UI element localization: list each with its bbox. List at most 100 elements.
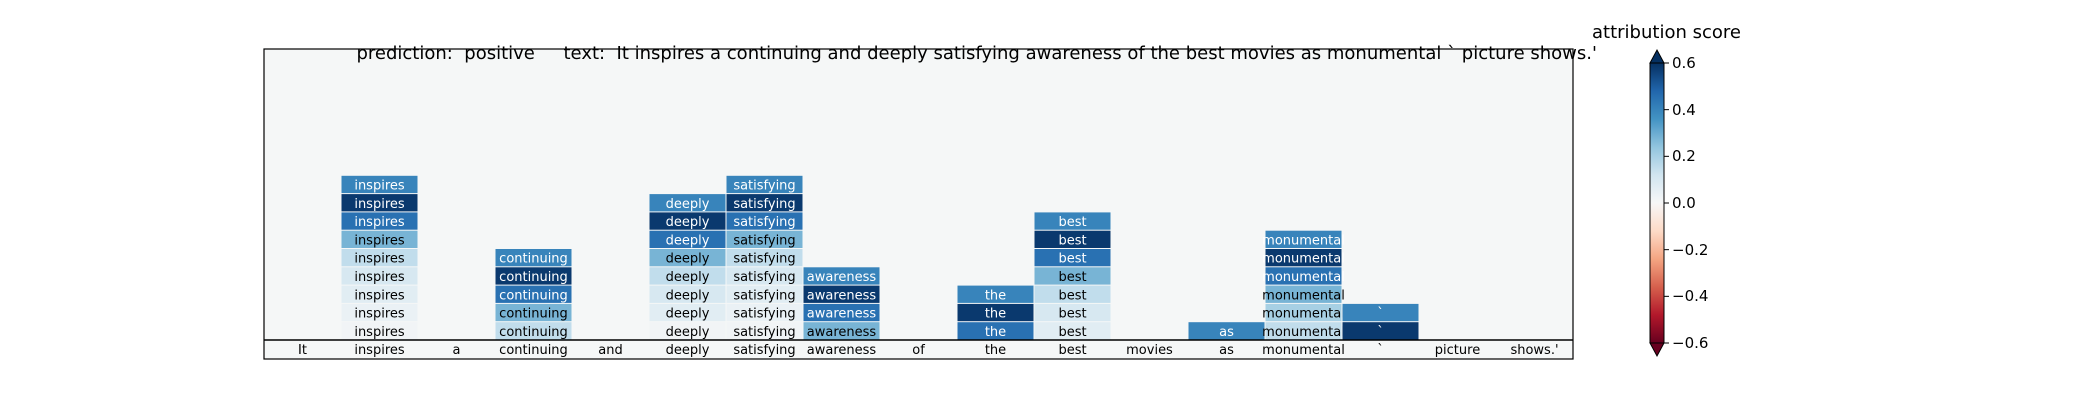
heat-cell-label: inspires (354, 252, 405, 267)
heat-cell (341, 303, 418, 322)
token-label: as (1219, 343, 1234, 358)
heat-cell (1342, 303, 1419, 322)
heat-cell-label: deeply (666, 197, 710, 212)
heat-cell-label: best (1058, 288, 1086, 303)
heat-cell-label: monumental (1262, 233, 1345, 248)
heat-cell-label: the (985, 325, 1006, 340)
heat-cell-label: best (1058, 270, 1086, 285)
heat-cell-label: awareness (807, 270, 877, 285)
plot-frame (263, 48, 1574, 360)
heat-cell (1034, 249, 1111, 267)
heat-cell-label: the (985, 288, 1006, 303)
heat-cell-label: best (1058, 307, 1086, 322)
heat-cell-label: inspires (354, 215, 405, 230)
token-label: It (298, 343, 307, 358)
token-label: of (912, 343, 925, 358)
heat-cell-label: awareness (807, 325, 877, 340)
token-label: awareness (807, 343, 877, 358)
token-label: inspires (354, 343, 405, 358)
heat-cell-label: deeply (666, 325, 710, 340)
heat-cell (341, 230, 418, 248)
heat-cell (1034, 303, 1111, 322)
colorbar-tick-label: 0.6 (1672, 54, 1696, 72)
colorbar-tick-label: −0.2 (1672, 240, 1709, 259)
heat-cell-label: inspires (354, 288, 405, 303)
heat-cell (726, 175, 803, 194)
heat-cell (1265, 285, 1342, 303)
heat-cell-label: monumental (1262, 307, 1345, 322)
heat-cell (957, 322, 1034, 340)
token-label: a (453, 343, 461, 358)
heat-cell-label: best (1058, 325, 1086, 340)
heat-cell (726, 267, 803, 285)
heat-cell-label: inspires (354, 197, 405, 212)
text-label: text: (563, 43, 606, 64)
heat-cell (341, 285, 418, 303)
heat-cell-label: inspires (354, 307, 405, 322)
heat-cell-label: as (1219, 325, 1234, 340)
heat-cell-label: inspires (354, 233, 405, 248)
heat-cell-label: inspires (354, 325, 405, 340)
heat-cell (1265, 303, 1342, 322)
heat-cell-label: deeply (666, 288, 710, 303)
heat-cell-label: inspires (354, 270, 405, 285)
token-label: best (1058, 343, 1086, 358)
heat-cell (495, 303, 572, 322)
heat-cell (649, 285, 726, 303)
heat-cell (1265, 230, 1342, 248)
colorbar-tick-label: 0.2 (1672, 147, 1696, 166)
prediction-label: prediction: (356, 43, 453, 64)
heat-cell (495, 267, 572, 285)
heat-cell (726, 303, 803, 322)
heat-cell (726, 322, 803, 340)
heat-cell (649, 194, 726, 212)
heat-cell (495, 249, 572, 267)
heat-cell (341, 212, 418, 230)
heat-cell (726, 249, 803, 267)
heat-cell (495, 322, 572, 340)
heat-cell (1265, 322, 1342, 340)
heat-cell (803, 322, 880, 340)
heat-cell-label: continuing (499, 325, 568, 340)
heat-cell (649, 212, 726, 230)
heat-cell (649, 267, 726, 285)
heat-cell (1342, 322, 1419, 340)
heat-cell (1188, 322, 1265, 340)
heat-cell (649, 303, 726, 322)
colorbar (1649, 62, 1665, 344)
heat-cell-label: deeply (666, 252, 710, 267)
token-label: movies (1126, 343, 1173, 358)
token-label: deeply (666, 343, 710, 358)
colorbar-title: attribution score (1592, 22, 1741, 43)
heat-cell (341, 249, 418, 267)
text-value: It inspires a continuing and deeply sati… (616, 43, 1597, 64)
heat-cell-label: deeply (666, 307, 710, 322)
heat-cell-label: monumental (1262, 270, 1345, 285)
heat-cell (1265, 249, 1342, 267)
heat-cell-label: best (1058, 233, 1086, 248)
heat-cell (341, 267, 418, 285)
heat-cell-label: satisfying (733, 325, 795, 340)
colorbar-extend-bottom (1649, 342, 1665, 358)
prediction-value: positive (464, 43, 535, 64)
heat-cell (649, 230, 726, 248)
heat-cell (957, 303, 1034, 322)
heat-cell-label: awareness (807, 307, 877, 322)
token-label: satisfying (733, 343, 795, 358)
heat-cell-label: deeply (666, 233, 710, 248)
heat-cell-label: satisfying (733, 197, 795, 212)
heat-cell-label: monumental (1262, 325, 1345, 340)
heat-cell (726, 285, 803, 303)
heat-cell-label: satisfying (733, 307, 795, 322)
heat-cell-label: ` (1377, 307, 1384, 322)
heat-cell (726, 212, 803, 230)
heat-cell-label: deeply (666, 270, 710, 285)
token-label: picture (1435, 343, 1480, 358)
colorbar-tick-label: 0.4 (1672, 100, 1696, 119)
token-label: ` (1377, 343, 1384, 358)
heat-cell (1034, 285, 1111, 303)
heat-cell (1034, 230, 1111, 248)
token-label: shows.' (1510, 343, 1558, 358)
heat-cell (957, 285, 1034, 303)
